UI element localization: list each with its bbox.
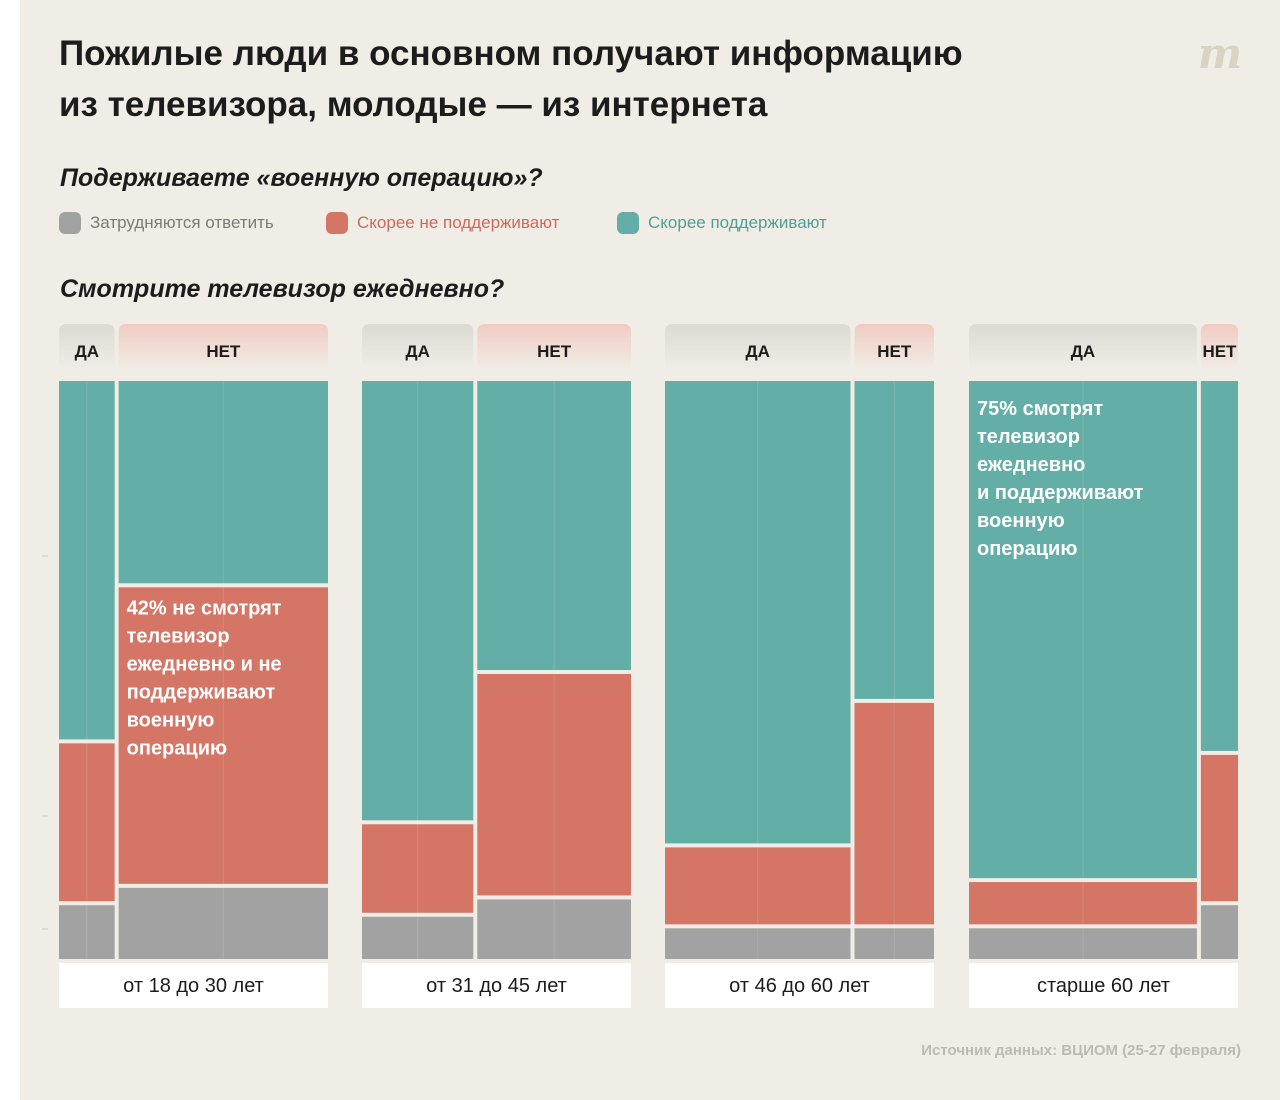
tv-question: Смотрите телевизор ежедневно? xyxy=(60,275,505,303)
group-label-box xyxy=(969,963,1238,1008)
column-label-no: НЕТ xyxy=(206,342,241,361)
segment-support xyxy=(59,381,115,740)
column-header-yes xyxy=(969,324,1197,370)
column-label-no: НЕТ xyxy=(537,342,572,361)
legend-item-against: Скорее не поддерживают xyxy=(326,210,559,236)
segment-hard xyxy=(118,887,329,959)
column-label-yes: ДА xyxy=(75,342,99,361)
column-label-no: НЕТ xyxy=(1202,342,1237,361)
legend-item-hard: Затрудняются ответить xyxy=(59,210,274,236)
annotation-line: ежедневно xyxy=(977,454,1085,476)
annotation-line: военную xyxy=(127,709,215,731)
annotation-line: операцию xyxy=(977,538,1077,560)
segment-against xyxy=(854,702,934,925)
group-label-box xyxy=(665,963,934,1008)
legend-swatch-against xyxy=(326,212,348,234)
annotation-line: 42% не смотрят xyxy=(127,597,282,619)
meduza-logo-icon: m xyxy=(1198,30,1242,78)
column-header-no xyxy=(1200,324,1238,370)
legend-item-support: Скорее поддерживают xyxy=(617,210,827,236)
annotation-line: ежедневно и не xyxy=(127,653,282,675)
title-line-2: из телевизора, молодые — из интернета xyxy=(59,85,768,124)
segment-support xyxy=(118,381,329,584)
column-label-yes: ДА xyxy=(1071,342,1095,361)
column-header-no xyxy=(854,324,934,370)
segment-hard xyxy=(362,916,474,959)
segment-hard xyxy=(59,905,115,959)
column-label-yes: ДА xyxy=(746,342,770,361)
segment-hard xyxy=(854,928,934,959)
segment-hard xyxy=(1200,905,1238,959)
segment-against xyxy=(1200,754,1238,902)
group-label: старше 60 лет xyxy=(1037,975,1170,997)
segment-against xyxy=(118,587,329,884)
group-label-box xyxy=(59,963,328,1008)
group-label: от 31 до 45 лет xyxy=(426,975,567,997)
source-note: Источник данных: ВЦИОМ (25-27 февраля) xyxy=(921,1042,1241,1059)
group-label: от 46 до 60 лет xyxy=(729,975,870,997)
legend-swatch-hard xyxy=(59,212,81,234)
column-header-yes xyxy=(362,324,474,370)
column-label-yes: ДА xyxy=(405,342,429,361)
segment-hard xyxy=(665,928,851,959)
column-header-no xyxy=(477,324,631,370)
title-line-1: Пожилые люди в основном получают информа… xyxy=(59,34,963,73)
segment-support xyxy=(854,381,934,699)
segment-hard xyxy=(477,899,631,959)
segment-against xyxy=(665,847,851,925)
segment-against xyxy=(362,824,474,913)
legend-label-hard: Затрудняются ответить xyxy=(90,213,274,232)
annotation-line: военную xyxy=(977,510,1065,532)
segment-against xyxy=(59,743,115,902)
annotation-line: 75% смотрят xyxy=(977,398,1103,420)
segment-hard xyxy=(969,928,1197,959)
column-header-no xyxy=(118,324,329,370)
segment-support xyxy=(969,381,1197,879)
group-label: от 18 до 30 лет xyxy=(123,975,264,997)
annotation-line: телевизор xyxy=(977,426,1080,448)
column-label-no: НЕТ xyxy=(877,342,912,361)
support-question: Подерживаете «военную операцию»? xyxy=(60,164,543,192)
segment-support xyxy=(1200,381,1238,751)
annotation-line: телевизор xyxy=(127,625,230,647)
svg-text:m: m xyxy=(1198,30,1242,78)
group-label-box xyxy=(362,963,631,1008)
segment-against xyxy=(477,674,631,896)
segment-support xyxy=(665,381,851,844)
legend-label-support: Скорее поддерживают xyxy=(648,213,827,232)
chart-title: Пожилые люди в основном получают информа… xyxy=(59,28,1139,130)
annotation-line: поддерживают xyxy=(127,681,276,703)
annotation-line: операцию xyxy=(127,737,227,759)
segment-support xyxy=(362,381,474,821)
segment-support xyxy=(477,381,631,670)
annotation-line: и поддерживают xyxy=(977,482,1144,504)
legend-swatch-support xyxy=(617,212,639,234)
column-header-yes xyxy=(59,324,115,370)
legend-label-against: Скорее не поддерживают xyxy=(357,213,560,232)
column-header-yes xyxy=(665,324,851,370)
segment-against xyxy=(969,882,1197,925)
